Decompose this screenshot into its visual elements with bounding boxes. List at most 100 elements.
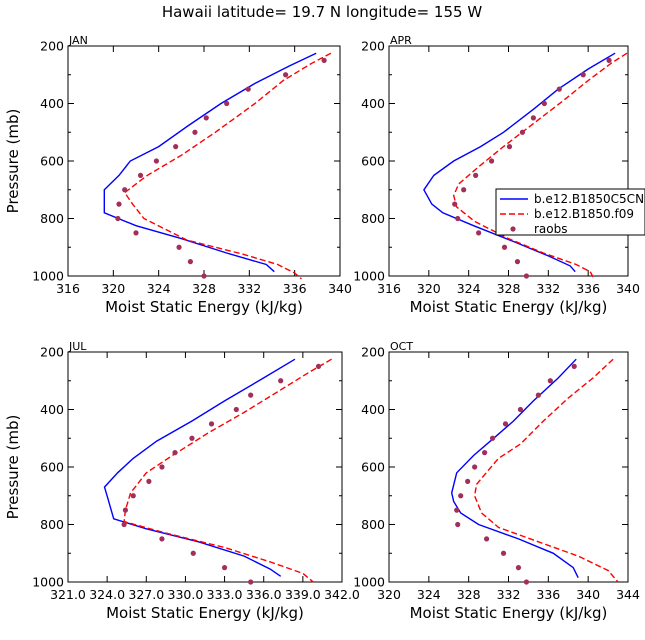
y-tick-label: 200 [361,345,385,360]
y-tick-label: 800 [40,517,64,532]
raobs-point [283,72,289,78]
raobs-point [321,57,327,63]
raobs-point [130,493,136,499]
y-tick-label: 200 [361,39,385,54]
raobs-point [248,392,254,398]
raobs-point [606,57,612,63]
raobs-point [187,259,193,265]
x-tick-label: 328 [457,587,481,602]
c5-series-line [423,52,616,273]
x-axis-label: Moist Static Energy (kJ/kg) [106,604,304,622]
raobs-point [153,158,159,164]
raobs-point [455,521,461,528]
panel-label: JAN [68,34,88,47]
x-tick-label: 336 [576,281,600,296]
raobs-point [523,579,530,585]
y-tick-label: 400 [361,402,385,417]
y-axis-label: Pressure (mb) [4,109,22,214]
panel-label: OCT [390,340,413,353]
raobs-point [278,378,284,384]
raobs-point [535,392,541,398]
raobs-point [547,378,553,384]
raobs-point [473,172,479,178]
y-tick-label: 800 [361,517,385,532]
raobs-point [465,478,471,484]
raobs-point [115,215,121,222]
raobs-point [173,144,179,150]
x-tick-label: 340 [576,587,600,602]
raobs-point [454,507,460,513]
f09-series-line [473,358,619,583]
raobs-point [483,536,490,542]
x-tick-label: 342.0 [324,587,360,602]
y-tick-label: 200 [40,39,64,54]
plot-frame [388,45,629,277]
plot-frame [67,45,341,277]
raobs-point [224,100,230,107]
raobs-point [137,172,144,178]
x-tick-label: 336 [536,587,560,602]
raobs-point [489,435,496,441]
y-tick-label: 400 [361,96,385,111]
y-tick-label: 1000 [353,269,385,284]
legend-label: raobs [534,222,568,236]
x-axis-label: Moist Static Energy (kJ/kg) [410,298,608,316]
raobs-point [245,86,251,92]
x-tick-label: 330.0 [168,587,204,602]
x-tick-label: 316 [377,281,401,296]
x-tick-label: 332 [536,281,560,296]
x-tick-label: 328 [192,281,216,296]
raobs-point [514,259,521,265]
x-tick-label: 324 [457,281,481,296]
raobs-point [122,187,128,193]
x-tick-label: 324 [417,587,441,602]
x-tick-label: 336.0 [246,587,282,602]
raobs-point [500,550,507,556]
x-tick-label: 332 [237,281,261,296]
y-tick-label: 800 [361,211,385,226]
x-tick-label: 327.0 [128,587,164,602]
x-tick-label: 320 [101,281,125,296]
y-tick-label: 1000 [353,575,385,590]
raobs-point [221,565,228,571]
raobs-point [458,493,464,499]
x-tick-label: 332 [497,587,521,602]
raobs-point [122,507,129,513]
raobs-point [176,244,182,250]
raobs-point [482,450,488,456]
raobs-point [190,550,196,556]
panel-label: APR [390,34,412,47]
raobs-point [517,406,524,413]
y-tick-label: 800 [40,211,64,226]
f09-series-line [123,52,332,280]
raobs-point [515,565,522,571]
c5-series-line [450,358,579,579]
raobs-point [455,215,461,222]
raobs-point [502,421,509,427]
raobs-point [523,273,530,279]
y-tick-label: 1000 [32,575,64,590]
x-tick-label: 316 [56,281,80,296]
raobs-point [172,450,178,456]
y-tick-label: 600 [361,460,385,475]
raobs-point [580,72,586,78]
x-tick-label: 324 [147,281,171,296]
raobs-point [501,244,508,250]
y-tick-label: 600 [40,154,64,169]
raobs-point [146,478,152,484]
raobs-point [519,129,526,135]
raobs-point [159,464,165,470]
x-axis-label: Moist Static Energy (kJ/kg) [410,604,608,622]
raobs-point [159,536,165,542]
raobs-point [461,187,467,193]
y-axis-label: Pressure (mb) [4,415,22,520]
raobs-point [192,129,198,135]
plot-frame [67,351,343,583]
x-tick-label: 339.0 [285,587,321,602]
panel-label: JUL [68,340,87,353]
y-tick-label: 400 [40,96,64,111]
